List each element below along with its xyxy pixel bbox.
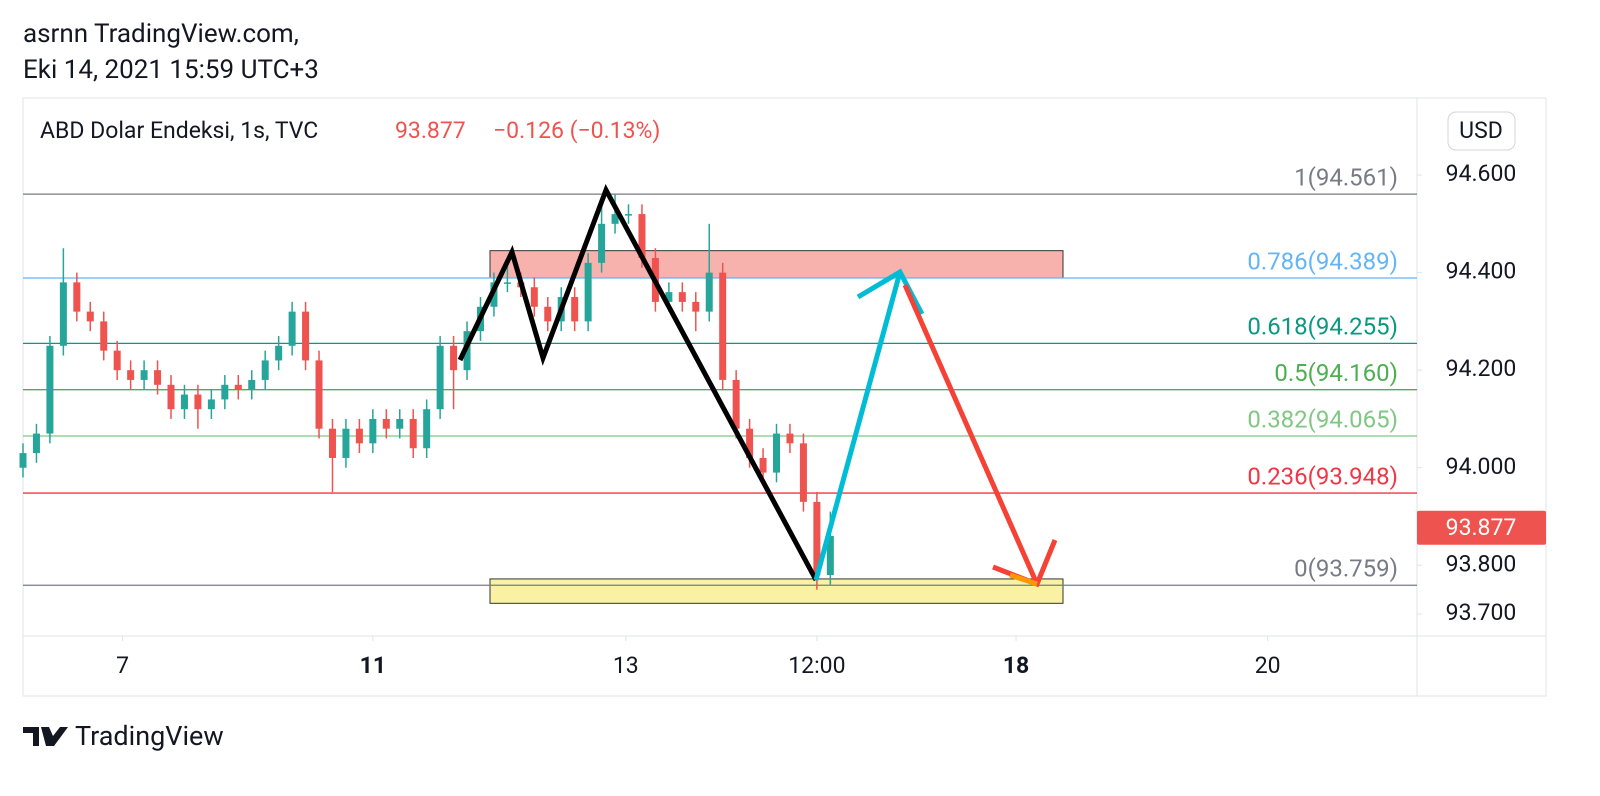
- logo-mark: [23, 727, 68, 746]
- candle-body: [113, 350, 121, 371]
- candle-body: [315, 360, 323, 429]
- x-tick-label: 20: [1255, 652, 1281, 679]
- x-tick-label: 7: [116, 652, 129, 679]
- candle-body: [625, 214, 633, 216]
- plot: 1(94.561) 0.786(94.389) 0.618(94.255) 0.5(9…: [19, 163, 1417, 604]
- candle-body: [302, 311, 310, 361]
- candle-body: [719, 272, 727, 380]
- up-arrow-head: [856, 268, 925, 316]
- candle-body: [180, 394, 188, 410]
- candle-body: [678, 292, 686, 302]
- candle-body: [86, 311, 94, 322]
- timestamp: Eki 14, 2021 15:59 UTC+3: [23, 55, 319, 85]
- fib-label: 1(94.561): [1294, 163, 1398, 191]
- candle-body: [328, 428, 336, 458]
- candle-body: [813, 501, 821, 576]
- fib-label: 0.236(93.948): [1247, 462, 1398, 490]
- candle-body: [665, 292, 673, 302]
- candle-body: [571, 297, 579, 322]
- candle-body: [288, 311, 296, 346]
- down-arrow: [902, 283, 1040, 586]
- candle-body: [638, 214, 646, 258]
- zone: [489, 578, 1064, 604]
- y-tick-label: 93.800: [1446, 550, 1517, 577]
- x-tick-label: 12:00: [788, 652, 845, 679]
- legend-change: −0.126 (−0.13%): [493, 117, 660, 144]
- fib-label: 0.618(94.255): [1247, 313, 1398, 341]
- candle-body: [382, 418, 390, 429]
- candle-body: [154, 370, 162, 385]
- candle-body: [759, 457, 767, 473]
- fib-label: 0.786(94.389): [1247, 247, 1398, 275]
- candle-body: [746, 428, 754, 458]
- up-arrow: [813, 271, 903, 581]
- price-badge-label: 93.877: [1446, 514, 1517, 541]
- candle-body: [59, 282, 67, 346]
- candle-body: [100, 321, 108, 351]
- fib-label: 0.5(94.160): [1274, 359, 1398, 387]
- candle-body: [598, 223, 606, 263]
- candle-body: [799, 443, 807, 502]
- fib-label: 0(93.759): [1294, 555, 1398, 583]
- candle-body: [369, 418, 377, 444]
- candle-body: [221, 384, 229, 400]
- candle-body: [19, 453, 27, 468]
- x-tick-label: 18: [1003, 652, 1029, 679]
- currency: USD: [1459, 117, 1503, 144]
- candle-body: [611, 214, 619, 224]
- currency-box[interactable]: [1447, 111, 1516, 151]
- candle-body: [355, 428, 363, 444]
- candle-body: [732, 379, 740, 429]
- candle-body: [826, 536, 834, 576]
- brand: TradingView: [75, 720, 224, 752]
- symbol: ABD Dolar Endeksi, 1s, TVC: [40, 117, 318, 144]
- arrow-tip: [1009, 572, 1038, 587]
- candle-body: [261, 360, 269, 380]
- candle-body: [423, 409, 431, 449]
- drawings: [457, 183, 1058, 588]
- fib-label: 0.382(94.065): [1247, 405, 1398, 433]
- candle-body: [436, 345, 444, 410]
- y-tick-label: 94.200: [1446, 355, 1517, 382]
- candle-body: [544, 306, 552, 322]
- candle-body: [584, 262, 592, 322]
- candle-body: [140, 370, 148, 380]
- candle-body: [73, 282, 81, 312]
- candle-body: [396, 418, 404, 429]
- candle-body: [275, 345, 283, 361]
- legend-price: 93.877: [395, 117, 466, 144]
- candle-body: [127, 370, 135, 380]
- x-tick-label: 11: [360, 652, 386, 679]
- candle-body: [692, 301, 700, 312]
- candle-body: [167, 384, 175, 410]
- x-tick-label: 13: [613, 652, 639, 679]
- candle-body: [409, 418, 417, 449]
- candle-body: [342, 428, 350, 458]
- candle-body: [194, 394, 202, 410]
- author: asrnn TradingView.com,: [23, 19, 299, 49]
- y-tick-label: 94.600: [1446, 160, 1517, 187]
- y-tick-label: 94.000: [1446, 453, 1517, 480]
- candle-body: [503, 282, 511, 284]
- candle-body: [234, 384, 242, 390]
- candle-body: [46, 345, 54, 434]
- candle-body: [786, 433, 794, 444]
- pattern-line: [457, 183, 819, 582]
- candle-body: [773, 433, 781, 473]
- candle-body: [32, 433, 40, 454]
- price-badge: [1417, 510, 1546, 545]
- candle-body: [207, 399, 215, 410]
- y-tick-label: 93.700: [1446, 599, 1517, 626]
- candle-body: [530, 287, 538, 307]
- candle-body: [248, 379, 256, 390]
- candle-body: [450, 345, 458, 371]
- candle-body: [705, 272, 713, 312]
- y-tick-label: 94.400: [1446, 258, 1517, 285]
